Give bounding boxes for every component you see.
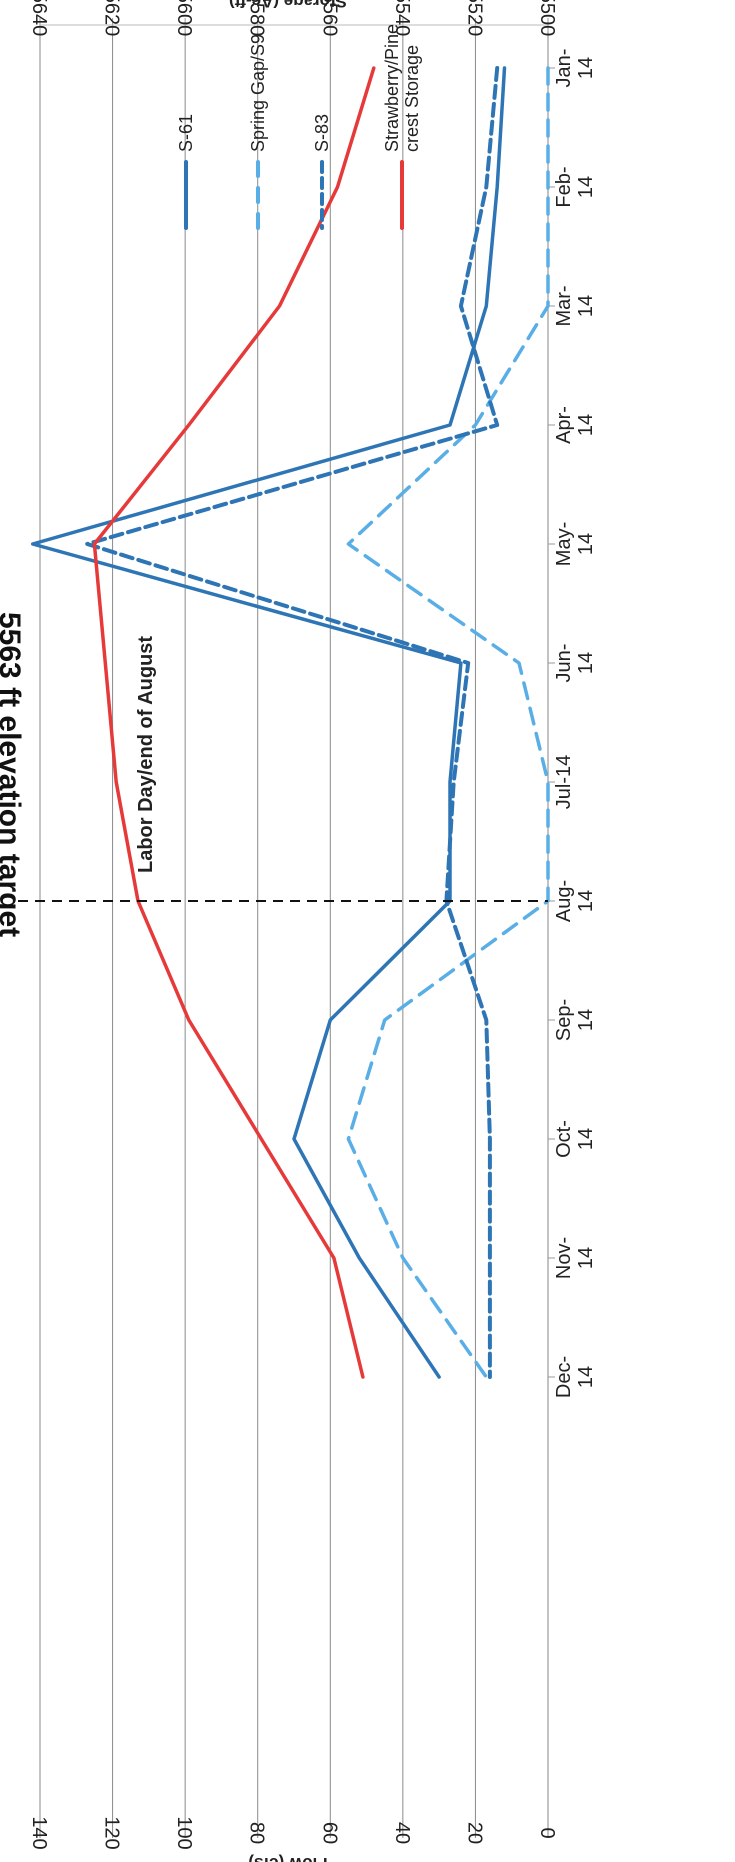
category-label-line: Aug- [553,880,575,922]
category-label-line: Mar- [553,285,575,326]
legend-label-line: crest Storage [402,45,422,152]
flow-tick-label-140: 140 [28,1816,50,1849]
storage-tick-label-5500: 5500 [536,0,558,36]
category-label-line: 14 [575,1366,597,1388]
category-label-Jun-14: Jun-14 [553,644,597,683]
series-line-spring-gap-s9 [346,66,550,1379]
annotation-label: Labor Day/end of August [135,636,157,873]
category-label-Mar-14: Mar-14 [553,285,597,326]
legend-label-3: Strawberry/Pinecrest Storage [382,24,422,152]
legend-label-line: S-83 [312,114,332,152]
category-label-line: 14 [575,1009,597,1031]
category-label-May-14: May-14 [553,522,597,566]
category-label-line: Dec- [553,1356,575,1398]
category-label-line: Apr- [553,406,575,444]
legend: S-61 Spring Gap/S9 S-83 Strawberry/Pinecres… [176,24,422,230]
category-label-Feb-14: Feb-14 [553,166,597,207]
series-lines [30,66,550,1379]
category-label-line: Nov- [553,1237,575,1279]
storage-tick-label-5600: 5600 [173,0,195,36]
category-label-line: 14 [575,533,597,555]
category-label-line: 14 [575,176,597,198]
gridlines [39,32,476,1838]
flow-tick-label-120: 120 [101,1816,123,1849]
flow-tick-label-0: 0 [536,1827,558,1838]
flow-tick-label-40: 40 [391,1822,413,1844]
category-label-line: Jan- [553,49,575,88]
chart-title-layer: 5563 ft elevation target [0,612,26,937]
category-label-line: 14 [575,1128,597,1150]
category-label-line: 14 [575,1247,597,1269]
storage-tick-label-5580: 5580 [246,0,268,36]
series-line-s-61 [30,66,507,1379]
storage-tick-label-5520: 5520 [463,0,485,36]
legend-label-line: S-61 [176,114,196,152]
category-label-Apr-14: Apr-14 [553,406,597,444]
category-label-Aug-14: Aug-14 [553,880,597,922]
legend-label-line: Spring Gap/S9 [248,34,268,152]
category-label-line: Jul-14 [553,755,575,809]
chart-title-fragment: 5563 ft elevation target [0,612,26,937]
storage-tick-label-5560: 5560 [318,0,340,36]
flow-tick-label-80: 80 [246,1822,268,1844]
category-label-Jan-14: Jan-14 [553,49,597,88]
storage-tick-label-5540: 5540 [391,0,413,36]
series-line-s-83 [85,66,500,1379]
storage-tick-label-5640: 5640 [28,0,50,36]
category-label-line: 14 [575,414,597,436]
flow-axis-title: Flow (cfs) [248,1854,327,1862]
category-label-Dec-14: Dec-14 [553,1356,597,1398]
flow-tick-label-100: 100 [173,1816,195,1849]
flow-tick-label-60: 60 [318,1822,340,1844]
legend-label-2: S-83 [312,114,332,152]
category-label-line: Sep- [553,999,575,1041]
category-label-line: May- [553,522,575,566]
category-label-line: Jun- [553,644,575,683]
legend-label-0: S-61 [176,114,196,152]
category-label-line: 14 [575,652,597,674]
category-label-line: 14 [575,57,597,79]
annotations: Labor Day/end of August [18,636,548,902]
flow-tick-label-20: 20 [463,1822,485,1844]
storage-axis-title: Storage (Ac-ft) [229,0,347,11]
category-label-line: 14 [575,890,597,912]
category-label-Oct-14: Oct-14 [553,1120,597,1158]
category-label-Sep-14: Sep-14 [553,999,597,1041]
legend-label-line: Strawberry/Pine [382,24,402,152]
category-label-Nov-14: Nov-14 [553,1237,597,1279]
category-label-line: 14 [575,295,597,317]
legend-label-1: Spring Gap/S9 [248,34,268,152]
category-label-line: Feb- [553,166,575,207]
axes: 0 20 40 60 80 100 120 140 5500 5520 5540 5560 5580 56… [28,0,597,1862]
category-label-Jul-14: Jul-14 [553,755,575,809]
storage-tick-label-5620: 5620 [101,0,123,36]
series-line-strawberry-pine-crest-storage [92,66,376,1379]
category-label-line: Oct- [553,1120,575,1158]
